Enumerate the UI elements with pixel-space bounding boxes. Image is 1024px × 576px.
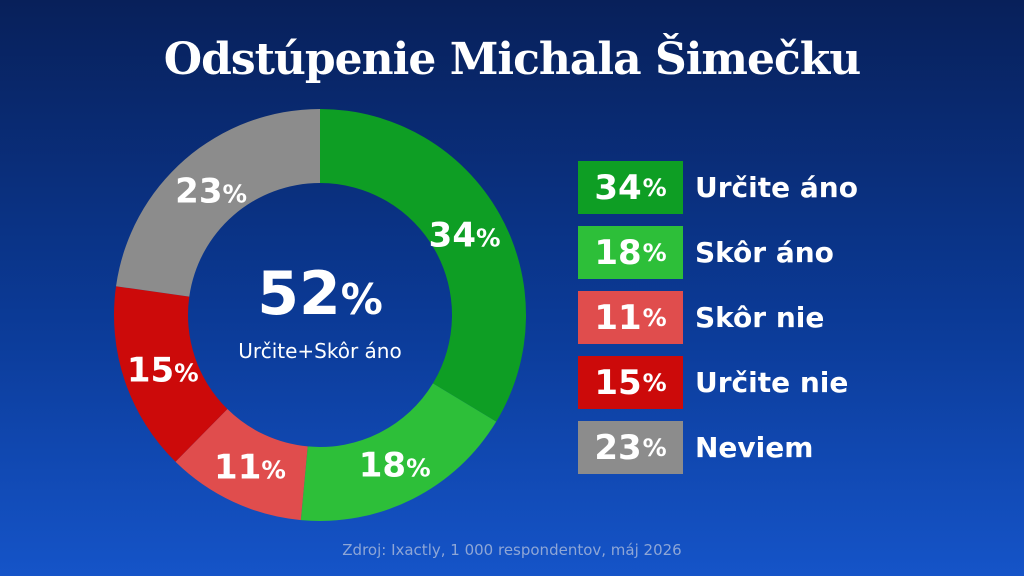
legend-swatch-1: 18% bbox=[578, 226, 683, 279]
slice-3 bbox=[113, 286, 228, 462]
legend-item-0: 34% Určite áno bbox=[578, 161, 998, 214]
slice-label-1: 18% bbox=[359, 445, 431, 485]
slice-label-0: 34% bbox=[429, 215, 501, 255]
legend-label-3: Určite nie bbox=[695, 366, 849, 399]
legend-unit-0: % bbox=[642, 173, 667, 202]
legend-item-2: 11% Skôr nie bbox=[578, 291, 998, 344]
slice-4 bbox=[116, 109, 320, 297]
legend-swatch-4: 23% bbox=[578, 421, 683, 474]
source-note: Zdroj: Ixactly, 1 000 respondentov, máj … bbox=[342, 541, 682, 559]
legend-swatch-3: 15% bbox=[578, 356, 683, 409]
legend-swatch-2: 11% bbox=[578, 291, 683, 344]
legend-label-4: Neviem bbox=[695, 431, 814, 464]
slice-label-3: 15% bbox=[127, 350, 199, 390]
legend-label-1: Skôr áno bbox=[695, 236, 834, 269]
legend-item-3: 15% Určite nie bbox=[578, 356, 998, 409]
center-total-unit: % bbox=[340, 275, 383, 324]
legend-value-4: 23 bbox=[594, 427, 642, 468]
slice-0 bbox=[320, 109, 527, 422]
center-label: Určite+Skôr áno bbox=[238, 339, 402, 363]
legend-label-0: Určite áno bbox=[695, 171, 858, 204]
legend-item-1: 18% Skôr áno bbox=[578, 226, 998, 279]
slice-2 bbox=[175, 409, 308, 521]
legend-value-1: 18 bbox=[594, 232, 642, 273]
chart-title: Odstúpenie Michala Šimečku bbox=[163, 34, 862, 85]
legend-value-2: 11 bbox=[594, 297, 642, 338]
legend-value-0: 34 bbox=[594, 167, 642, 208]
slice-label-2: 11% bbox=[214, 448, 286, 488]
legend-unit-2: % bbox=[642, 303, 667, 332]
legend-swatch-0: 34% bbox=[578, 161, 683, 214]
legend-item-4: 23% Neviem bbox=[578, 421, 998, 474]
slice-label-4: 23% bbox=[175, 172, 247, 212]
legend-value-3: 15 bbox=[594, 362, 642, 403]
legend-label-2: Skôr nie bbox=[695, 301, 825, 334]
legend-unit-3: % bbox=[642, 368, 667, 397]
slice-1 bbox=[300, 383, 497, 521]
center-total-value: 52 bbox=[257, 259, 341, 329]
legend-unit-1: % bbox=[642, 238, 667, 267]
center-total: 52% bbox=[220, 262, 420, 332]
legend-unit-4: % bbox=[642, 433, 667, 462]
